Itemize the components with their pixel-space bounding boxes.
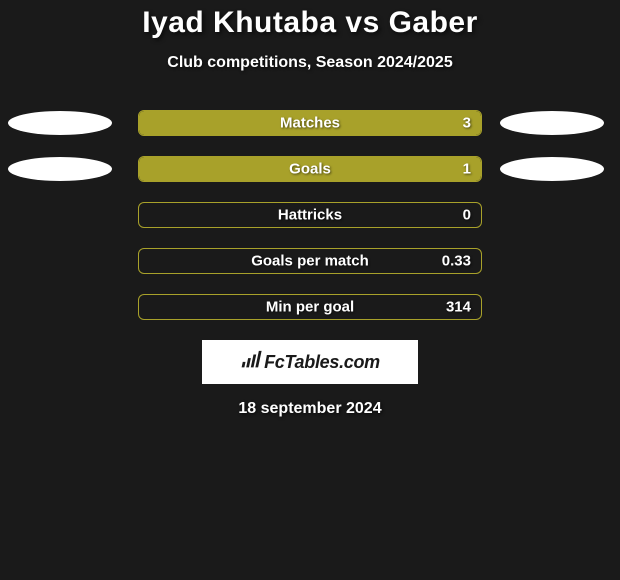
stat-row: Goals per match0.33 (0, 248, 620, 274)
logo-text: FcTables.com (264, 352, 380, 373)
stat-value: 314 (446, 299, 471, 316)
stat-label: Goals per match (139, 253, 481, 270)
stat-value: 1 (463, 161, 471, 178)
chart-bars-icon (240, 349, 262, 376)
stat-bar: Min per goal314 (138, 294, 482, 320)
content-wrapper: Iyad Khutaba vs Gaber Club competitions,… (0, 0, 620, 580)
stat-bar: Hattricks0 (138, 202, 482, 228)
stat-value: 0 (463, 207, 471, 224)
stat-bar: Matches3 (138, 110, 482, 136)
stat-label: Matches (139, 115, 481, 132)
team-ellipse-left (8, 157, 112, 181)
stat-label: Goals (139, 161, 481, 178)
stat-row: Min per goal314 (0, 294, 620, 320)
team-ellipse-right (500, 157, 604, 181)
stat-bars-container: Matches3Goals1Hattricks0Goals per match0… (0, 110, 620, 320)
stat-bar: Goals per match0.33 (138, 248, 482, 274)
stat-bar: Goals1 (138, 156, 482, 182)
stat-value: 0.33 (442, 253, 471, 270)
team-ellipse-right (500, 111, 604, 135)
stat-label: Hattricks (139, 207, 481, 224)
stat-row: Matches3 (0, 110, 620, 136)
page-title: Iyad Khutaba vs Gaber (0, 6, 620, 40)
stat-row: Goals1 (0, 156, 620, 182)
logo-box: FcTables.com (202, 340, 418, 384)
team-ellipse-left (8, 111, 112, 135)
stat-row: Hattricks0 (0, 202, 620, 228)
date-line: 18 september 2024 (0, 400, 620, 418)
stat-label: Min per goal (139, 299, 481, 316)
subtitle: Club competitions, Season 2024/2025 (0, 54, 620, 72)
stat-value: 3 (463, 115, 471, 132)
